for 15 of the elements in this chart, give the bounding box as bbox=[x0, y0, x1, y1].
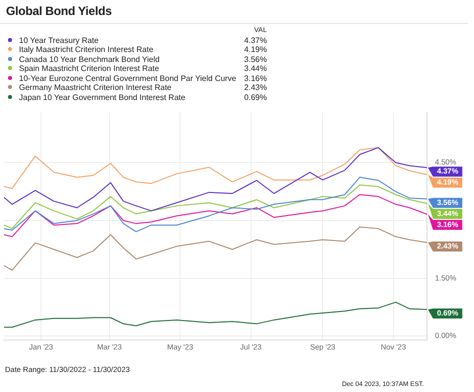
legend-label: 10 Year Treasury Rate bbox=[18, 36, 100, 45]
text: 2.43% bbox=[244, 83, 267, 92]
chart-title: Global Bond Yields bbox=[6, 4, 112, 18]
text: 3.44% bbox=[244, 64, 267, 73]
text: 0.69% bbox=[244, 92, 267, 102]
text: 4.19% bbox=[244, 45, 267, 54]
legend-label: Germany Maastricht Criterion Interest Rate bbox=[18, 83, 172, 92]
text: 4.37% bbox=[244, 36, 267, 44]
legend-label: Spain Maastricht Criterion Interest Rate bbox=[18, 64, 160, 74]
legend-label: Canada 10 Year Benchmark Bond Yield bbox=[18, 54, 161, 64]
legend-label: 10-Year Eurozone Central Government Bond Par Yield Curve bbox=[18, 74, 236, 83]
text: 3.16% bbox=[244, 74, 267, 82]
text: 3.56% bbox=[244, 54, 267, 64]
legend-label: Japan 10 Year Government Bond Interest Rate bbox=[18, 92, 186, 102]
legend-label: Italy Maastricht Criterion Interest Rate bbox=[18, 45, 154, 54]
